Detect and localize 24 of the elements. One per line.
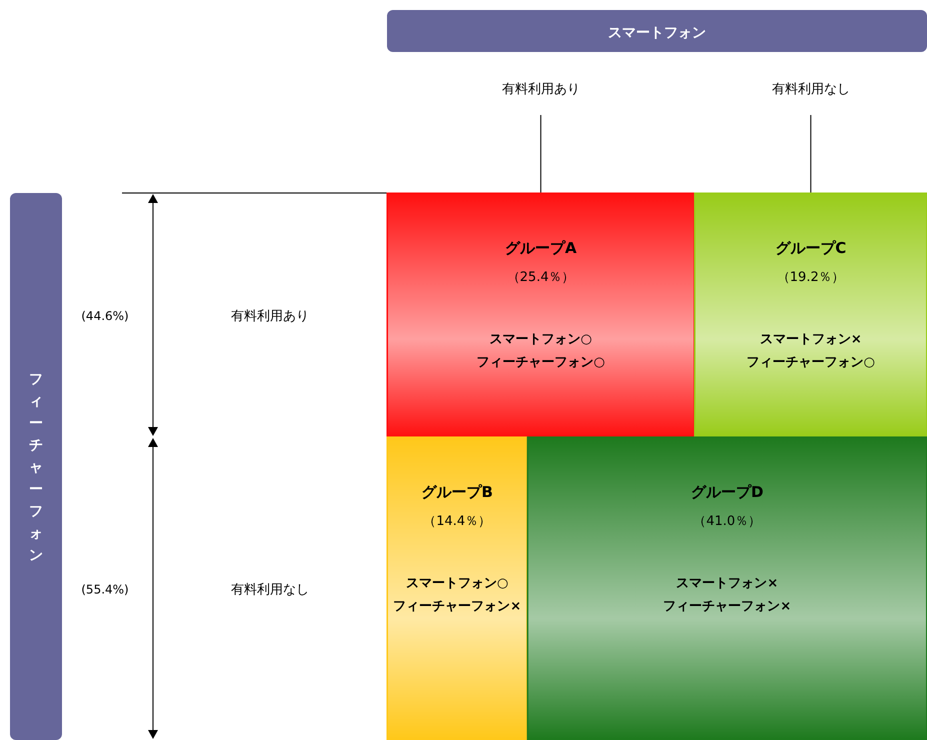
text: グループC xyxy=(775,239,846,257)
text: フィーチャーフォン× xyxy=(393,598,522,614)
category-label: (55.4%) xyxy=(81,582,129,596)
data-label: （25.4％） xyxy=(506,270,575,285)
text: スマートフォン× xyxy=(676,576,778,591)
category-label: 有料利用あり xyxy=(231,308,309,324)
text: スマートフォン○ xyxy=(490,332,592,347)
text: フィーチャーフォン○ xyxy=(746,355,875,370)
text: フィーチャーフォン xyxy=(29,372,43,564)
category-label: 有料利用なし xyxy=(772,82,850,97)
text: グループB xyxy=(421,482,493,501)
text: フィーチャーフォン○ xyxy=(476,355,605,370)
text: スマートフォン× xyxy=(760,332,862,347)
text: グループA xyxy=(504,239,577,257)
text: スマートフォン xyxy=(608,25,706,41)
category-label: 有料利用なし xyxy=(231,582,309,598)
data-label: （19.2％） xyxy=(776,270,845,285)
data-label: （14.4％） xyxy=(423,514,492,529)
text: スマートフォン○ xyxy=(406,576,508,591)
data-label: （41.0％） xyxy=(693,514,762,529)
category-label: (44.6%) xyxy=(81,308,129,323)
category-label: 有料利用あり xyxy=(502,82,580,97)
text: フィーチャーフォン× xyxy=(663,598,792,614)
text: グループD xyxy=(690,482,764,501)
